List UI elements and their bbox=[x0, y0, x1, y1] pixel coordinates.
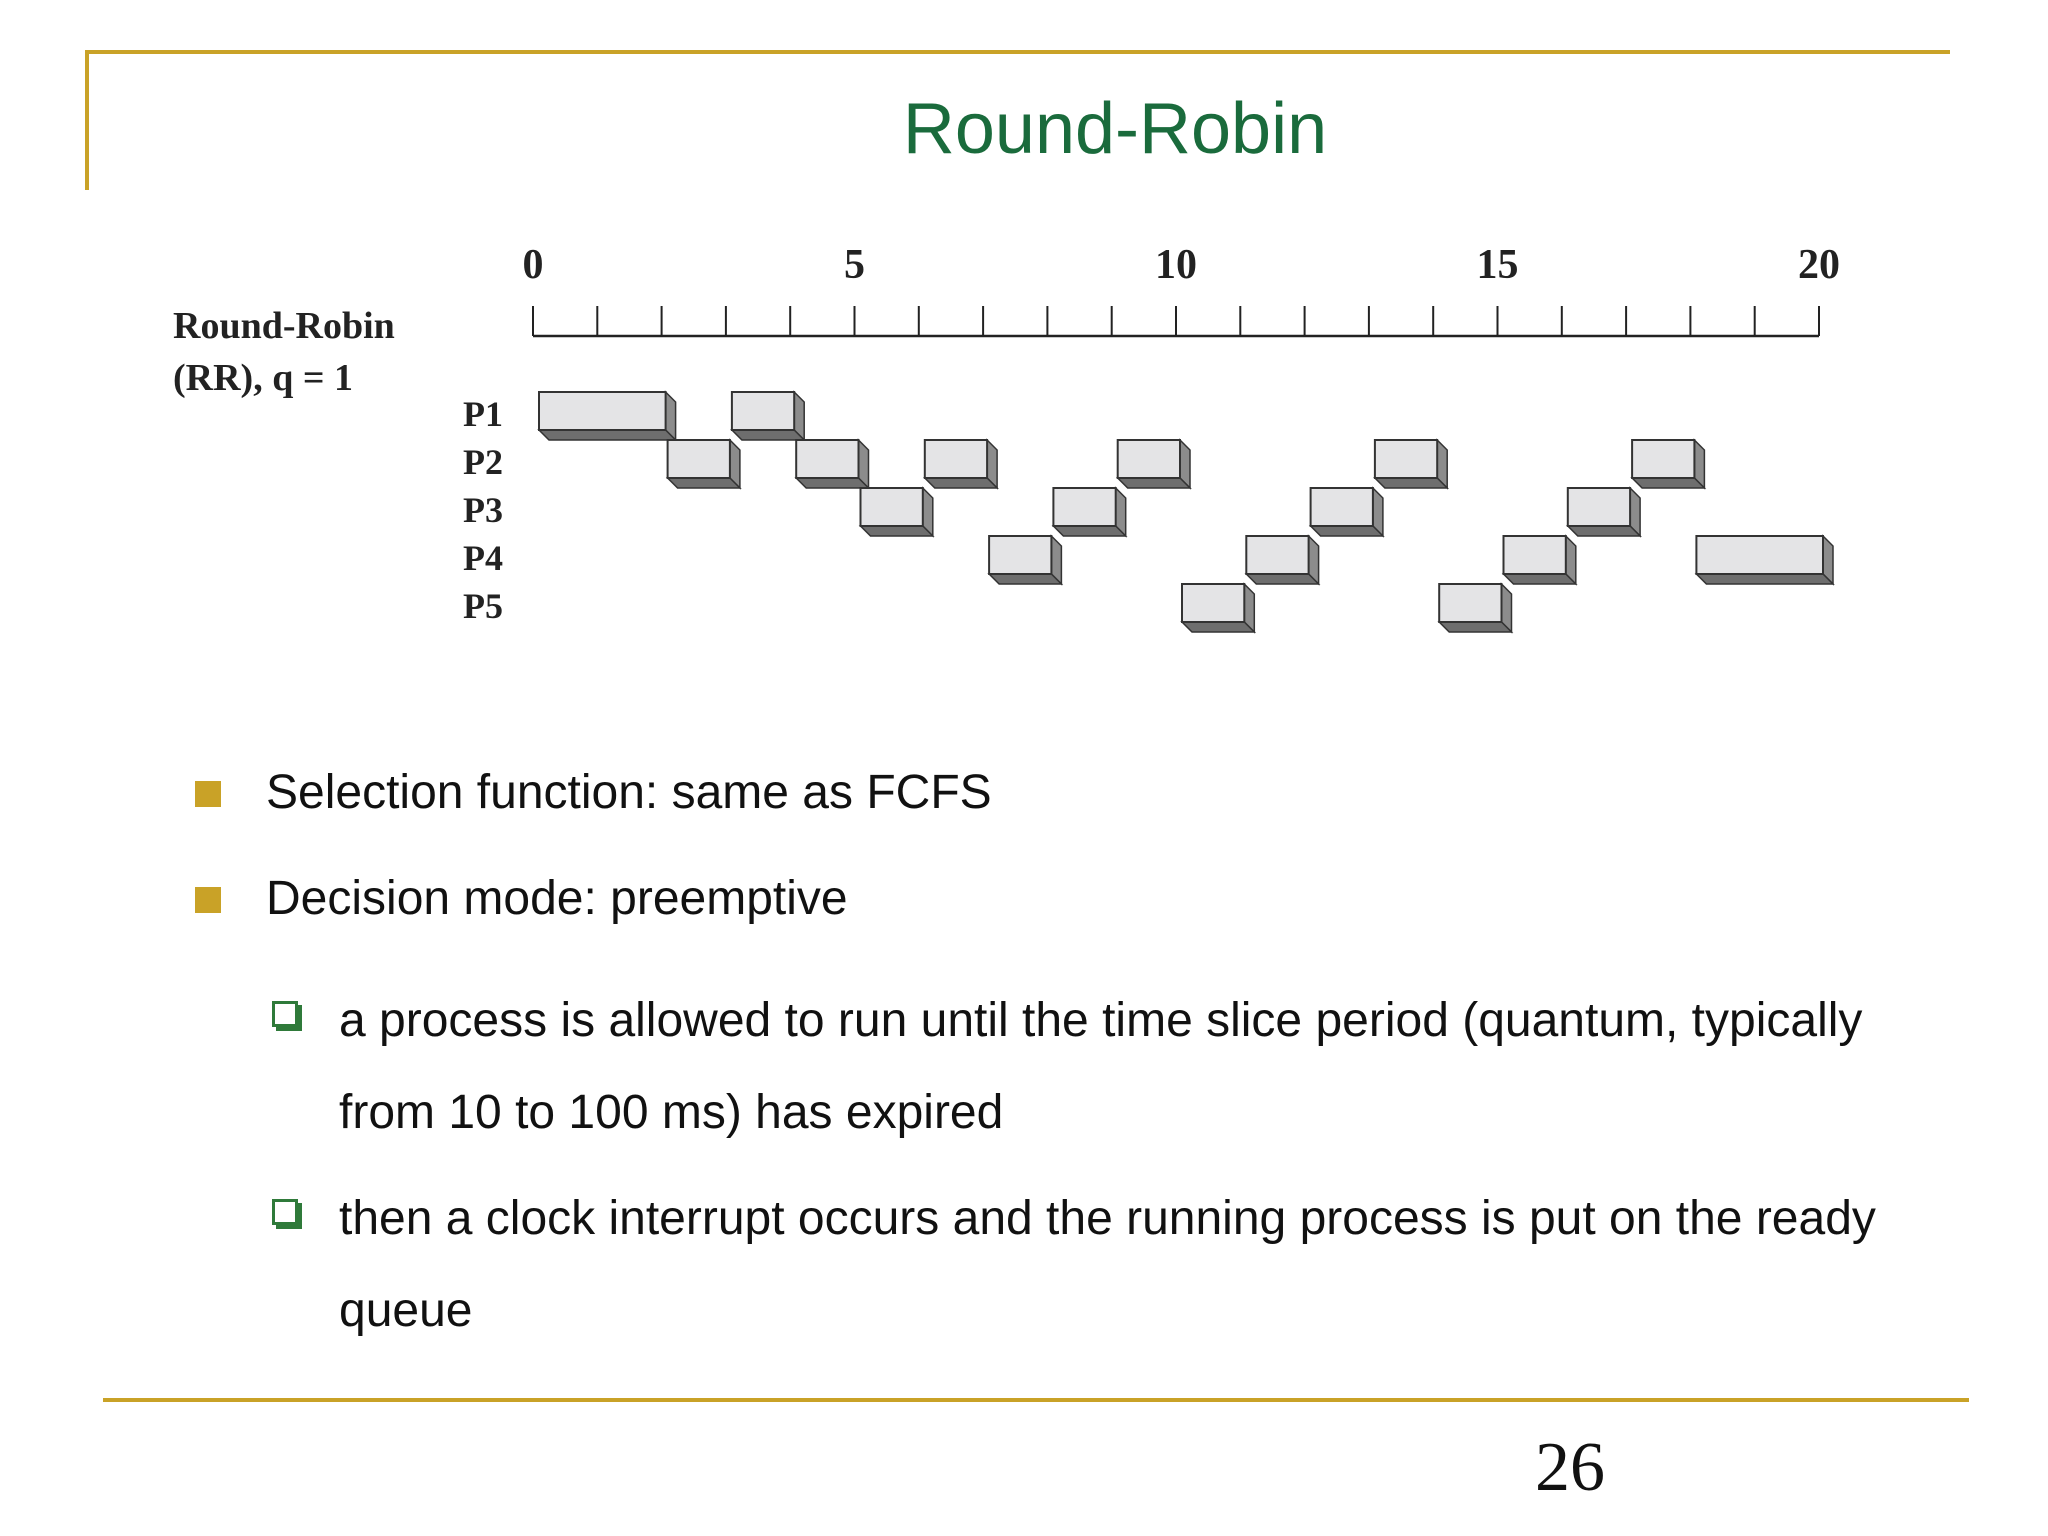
segment-bottom bbox=[1308, 525, 1385, 537]
segment-face bbox=[1373, 439, 1439, 479]
gantt-segment bbox=[1373, 438, 1450, 490]
gantt-segment bbox=[1437, 582, 1514, 634]
bullet-square-icon bbox=[195, 781, 221, 807]
segment-bottom bbox=[794, 477, 871, 489]
segment-bottom bbox=[730, 429, 807, 441]
sub-bullet-box-icon bbox=[272, 1001, 298, 1027]
chart-label: Round-Robin (RR), q = 1 bbox=[173, 300, 395, 404]
segment-face bbox=[1245, 535, 1310, 575]
gantt-segment bbox=[1308, 486, 1385, 538]
round-robin-gantt-chart: 0 5 10 15 20 P1 P2 P3 P4 P5 bbox=[463, 242, 1840, 634]
gantt-segment bbox=[730, 390, 807, 442]
segment-bottom bbox=[922, 477, 999, 489]
segment-face bbox=[923, 439, 989, 479]
segment-face bbox=[1438, 583, 1503, 623]
bullet-text: Selection function: same as FCFS bbox=[266, 766, 992, 819]
segment-face bbox=[1566, 487, 1632, 527]
chart-label-line1: Round-Robin bbox=[173, 305, 395, 347]
segment-face bbox=[666, 439, 731, 479]
segment-bottom bbox=[1501, 573, 1578, 585]
sub-bullet-box-icon bbox=[272, 1199, 298, 1225]
segment-bottom bbox=[537, 429, 678, 441]
frame-left-line bbox=[85, 50, 89, 190]
segment-bottom bbox=[1694, 573, 1835, 585]
gantt-segment bbox=[987, 534, 1064, 586]
process-label: P2 bbox=[463, 442, 503, 482]
axis-tick-label: 20 bbox=[1798, 242, 1840, 288]
process-label: P4 bbox=[463, 538, 503, 578]
sub-bullet-item: a process is allowed to run until the ti… bbox=[195, 975, 1955, 1159]
segment-bottom bbox=[1180, 621, 1257, 633]
axis-tick-label: 5 bbox=[844, 242, 865, 288]
segment-bottom bbox=[1373, 477, 1450, 489]
gantt-segment bbox=[1115, 438, 1192, 490]
segment-face bbox=[1631, 439, 1696, 479]
chart-label-line2: (RR), q = 1 bbox=[173, 357, 353, 399]
frame-top-line bbox=[85, 50, 1950, 54]
bullet-list: Selection function: same as FCFS Decisio… bbox=[195, 765, 1955, 1357]
segment-face bbox=[730, 391, 796, 431]
gantt-segment bbox=[922, 438, 999, 490]
segment-face bbox=[538, 391, 667, 431]
page-number: 26 bbox=[1535, 1429, 1605, 1506]
gantt-segment bbox=[537, 390, 678, 442]
segment-face bbox=[859, 487, 924, 527]
bullet-item: Selection function: same as FCFS bbox=[195, 765, 1955, 871]
segment-face bbox=[1181, 583, 1246, 623]
gantt-segment bbox=[1694, 534, 1835, 586]
segment-bottom bbox=[987, 573, 1064, 585]
bullet-item: Decision mode: preemptive bbox=[195, 871, 1955, 977]
frame-bottom-line bbox=[103, 1398, 1969, 1402]
gantt-segment bbox=[858, 486, 935, 538]
bullet-text: Decision mode: preemptive bbox=[266, 872, 848, 925]
segment-bottom bbox=[665, 477, 742, 489]
segment-bottom bbox=[1630, 477, 1707, 489]
gantt-segment bbox=[665, 438, 742, 490]
gantt-segment bbox=[1630, 438, 1707, 490]
gantt-segment bbox=[1244, 534, 1321, 586]
segment-bottom bbox=[1244, 573, 1321, 585]
bullet-square-icon bbox=[195, 887, 221, 913]
segment-bottom bbox=[1051, 525, 1128, 537]
segment-bottom bbox=[1437, 621, 1514, 633]
segment-face bbox=[1695, 535, 1825, 575]
axis-tick-label: 0 bbox=[523, 242, 544, 288]
segment-face bbox=[1309, 487, 1374, 527]
segment-bottom bbox=[858, 525, 935, 537]
segment-face bbox=[1116, 439, 1181, 479]
axis-tick-label: 15 bbox=[1477, 242, 1519, 288]
segment-face bbox=[988, 535, 1053, 575]
axis-tick-label: 10 bbox=[1155, 242, 1197, 288]
sub-bullet-text: then a clock interrupt occurs and the ru… bbox=[339, 1192, 1876, 1337]
gantt-segment bbox=[1565, 486, 1642, 538]
process-label: P3 bbox=[463, 490, 503, 530]
sub-bullet-text: a process is allowed to run until the ti… bbox=[339, 994, 1863, 1139]
process-label: P5 bbox=[463, 586, 503, 626]
segment-face bbox=[795, 439, 860, 479]
segment-face bbox=[1502, 535, 1567, 575]
segment-face bbox=[1052, 487, 1117, 527]
gantt-segment bbox=[1051, 486, 1128, 538]
gantt-segment bbox=[1501, 534, 1578, 586]
process-label: P1 bbox=[463, 394, 503, 434]
slide-title: Round-Robin bbox=[902, 89, 1328, 169]
segment-bottom bbox=[1565, 525, 1642, 537]
gantt-segment bbox=[1180, 582, 1257, 634]
gantt-segment bbox=[794, 438, 871, 490]
segment-bottom bbox=[1115, 477, 1192, 489]
sub-bullet-item: then a clock interrupt occurs and the ru… bbox=[195, 1173, 1955, 1357]
